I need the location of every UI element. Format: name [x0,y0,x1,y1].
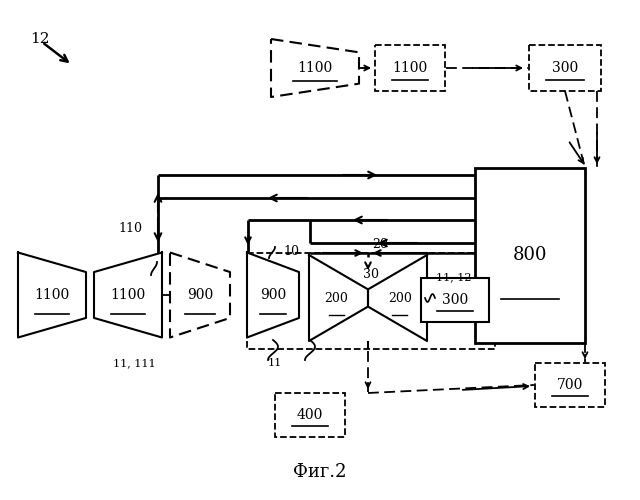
Text: 900: 900 [187,288,213,302]
Text: 11: 11 [268,358,282,368]
Text: 300: 300 [552,61,578,75]
Bar [275,393,345,437]
Text: 800: 800 [513,246,547,264]
Text: 700: 700 [557,378,583,392]
Polygon shape [94,252,162,338]
Text: 900: 900 [260,288,286,302]
Text: 300: 300 [442,293,468,307]
Text: 110: 110 [118,222,142,235]
Text: 20: 20 [372,238,388,251]
Text: 1100: 1100 [298,61,333,75]
Text: 1100: 1100 [110,288,146,302]
Text: 400: 400 [297,408,323,422]
Polygon shape [247,252,299,338]
Polygon shape [18,252,86,338]
Text: 11, 12: 11, 12 [436,272,472,282]
Text: 10: 10 [283,245,299,258]
Text: 11, 111: 11, 111 [113,358,156,368]
Polygon shape [170,252,230,338]
Text: Фиг.2: Фиг.2 [293,463,347,481]
Polygon shape [309,255,368,341]
Text: 12: 12 [30,32,49,46]
Text: 200: 200 [324,292,348,304]
Bar [529,45,601,91]
Bar [375,45,445,91]
Text: 1100: 1100 [392,61,428,75]
Bar [535,363,605,407]
Bar [421,278,489,322]
Bar [475,168,585,342]
Polygon shape [368,255,427,341]
Text: 1100: 1100 [35,288,70,302]
Polygon shape [271,39,359,97]
Text: 200: 200 [388,292,412,304]
Bar [247,253,495,349]
Text: 30: 30 [363,268,379,281]
